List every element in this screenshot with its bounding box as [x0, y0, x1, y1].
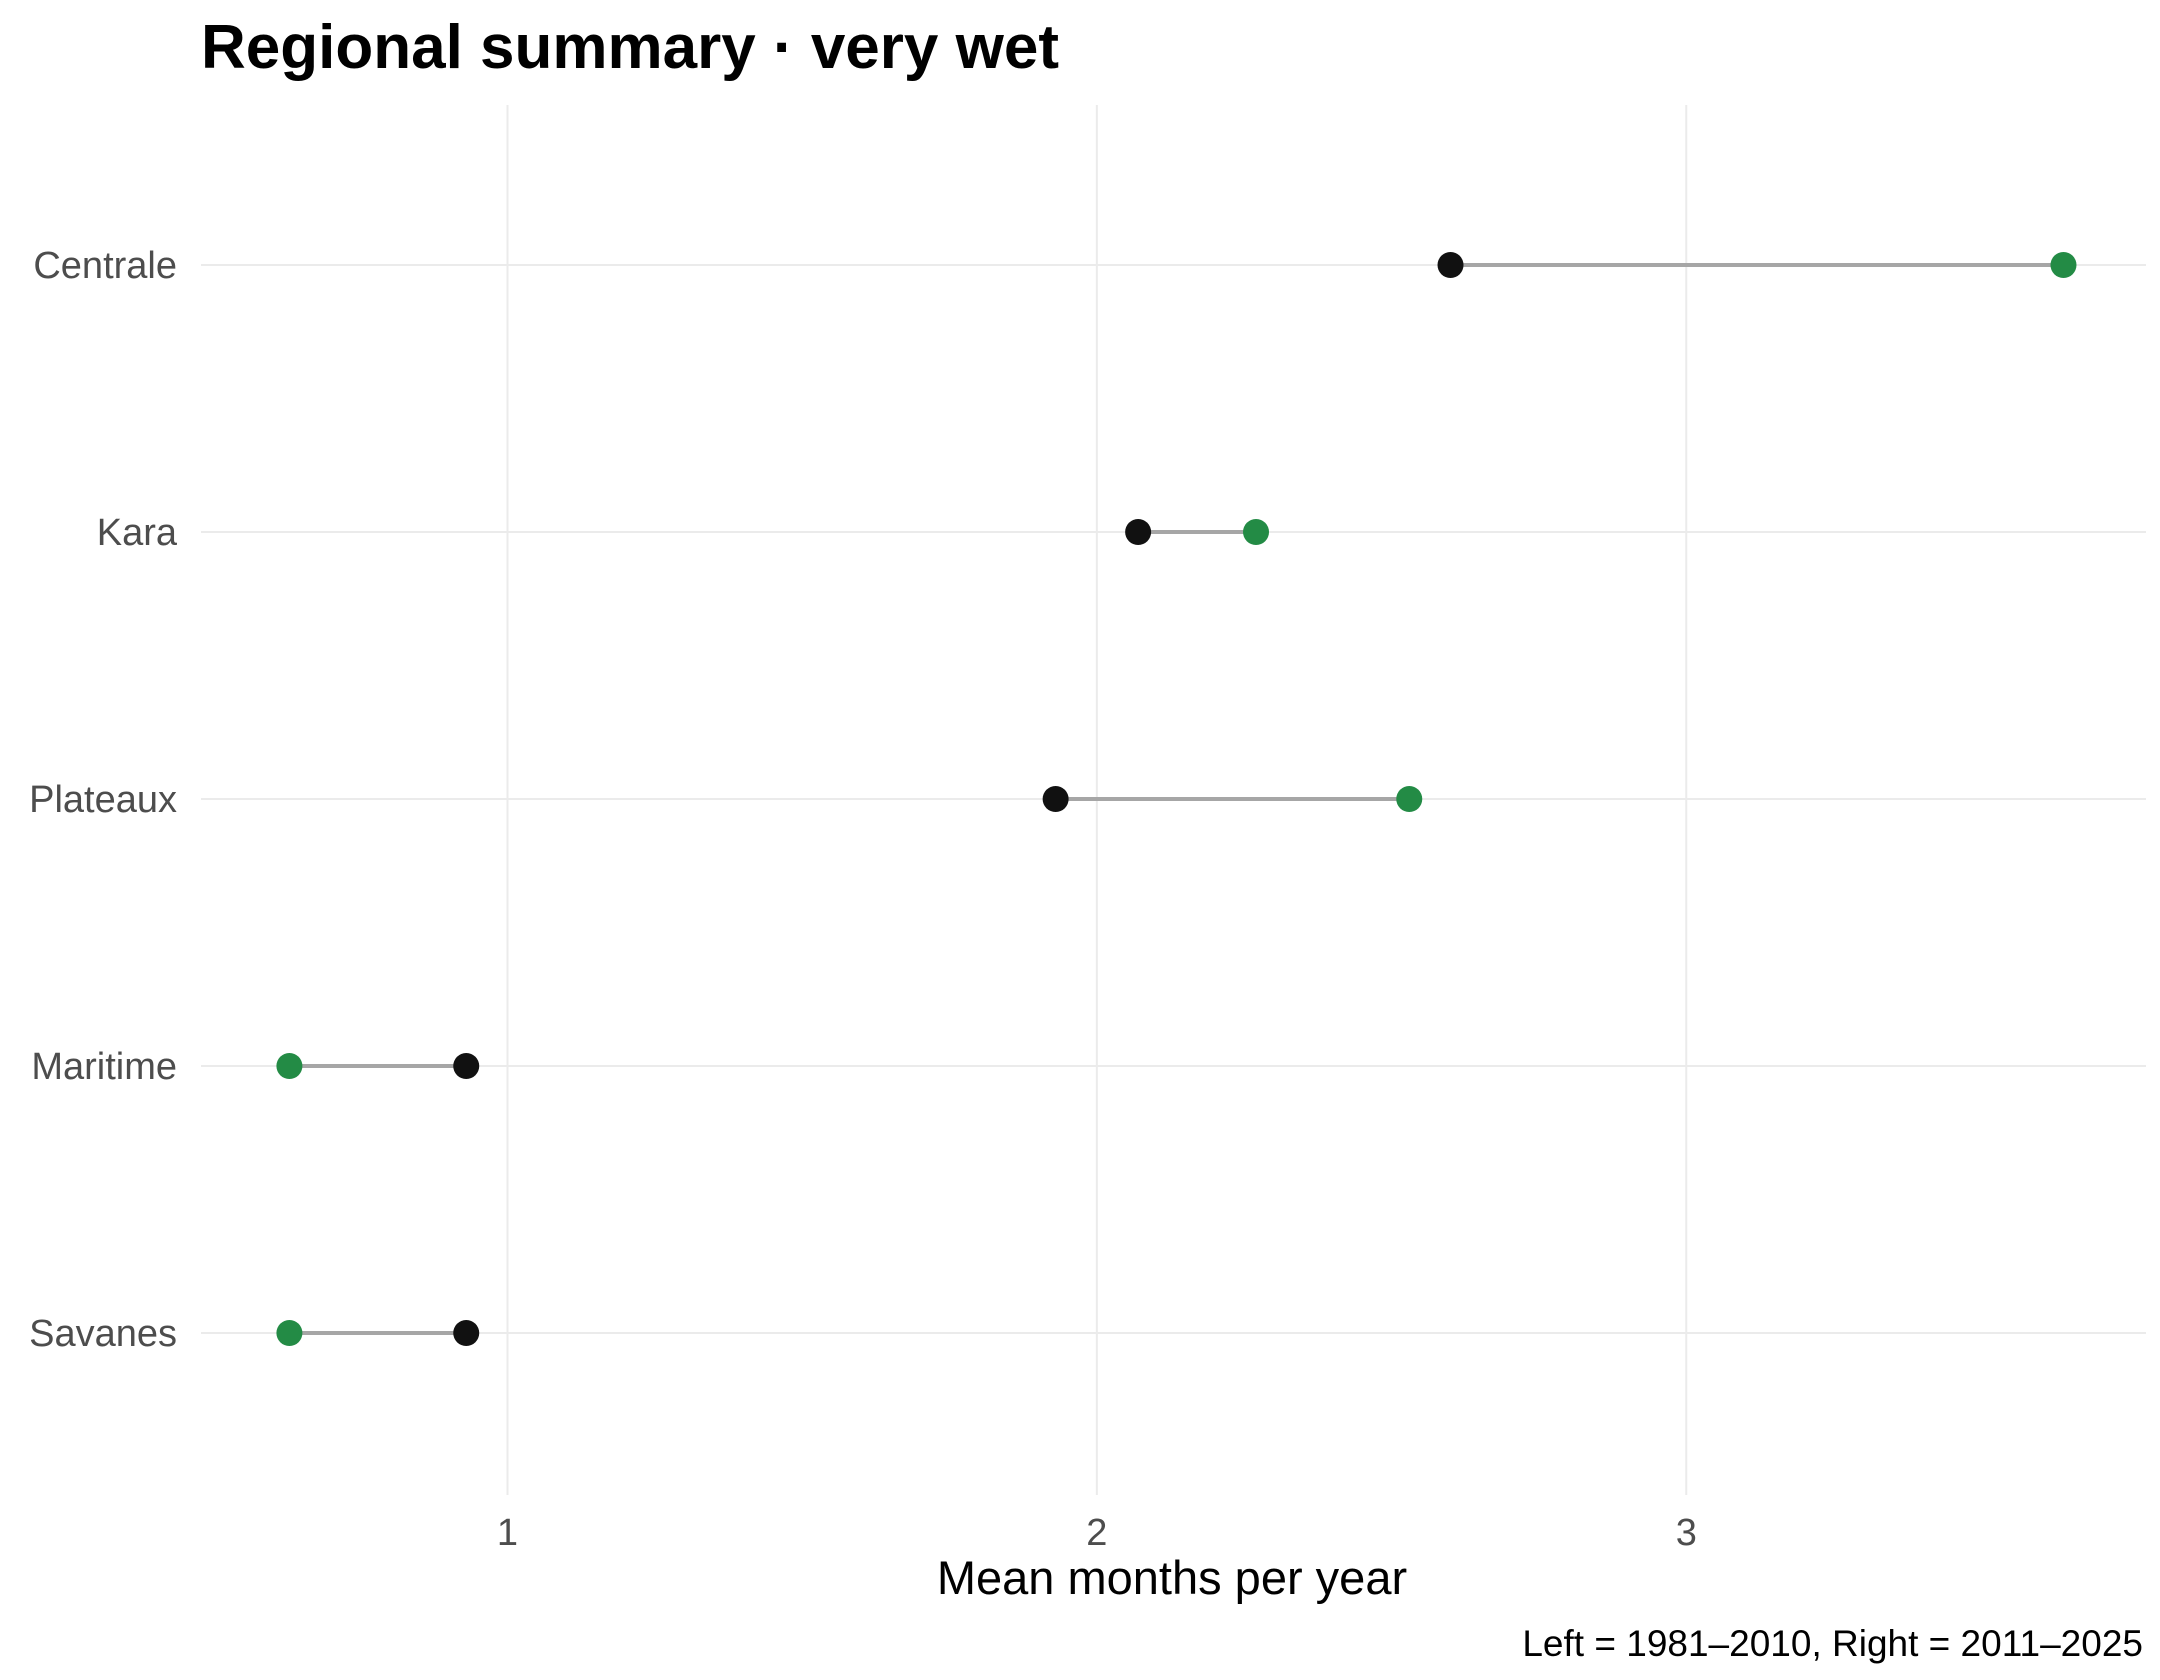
point-early-period — [1042, 786, 1069, 812]
x-axis-labels: 1 2 3 — [497, 1512, 1697, 1554]
x-axis-title: Mean months per year — [937, 1551, 1407, 1604]
point-late-period — [2050, 252, 2077, 278]
y-tick-label: Maritime — [31, 1046, 177, 1088]
point-late-period — [276, 1320, 303, 1346]
points — [276, 252, 2077, 1346]
point-late-period — [1243, 519, 1270, 545]
y-axis-labels: Centrale Kara Plateaux Maritime Savanes — [29, 245, 178, 1355]
x-tick-label: 1 — [497, 1512, 518, 1554]
point-late-period — [1396, 786, 1423, 812]
point-late-period — [276, 1053, 303, 1079]
y-tick-label: Savanes — [29, 1313, 177, 1355]
x-tick-label: 3 — [1676, 1512, 1697, 1554]
chart-title: Regional summary · very wet — [201, 13, 1059, 82]
point-early-period — [1437, 252, 1464, 278]
chart-caption: Left = 1981–2010, Right = 2011–2025 — [1522, 1623, 2143, 1664]
x-tick-label: 2 — [1086, 1512, 1107, 1554]
y-tick-label: Plateaux — [29, 779, 177, 821]
y-tick-label: Centrale — [33, 245, 177, 287]
point-early-period — [453, 1320, 480, 1346]
segments — [289, 263, 2064, 1335]
point-early-period — [1125, 519, 1152, 545]
point-early-period — [453, 1053, 480, 1079]
y-tick-label: Kara — [97, 512, 178, 554]
